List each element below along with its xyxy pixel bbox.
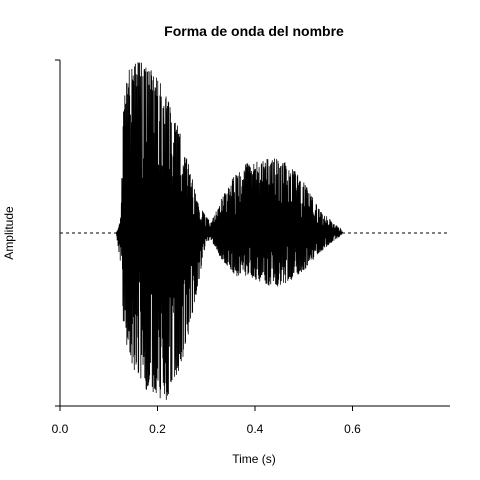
x-axis-label: Time (s)	[232, 452, 276, 466]
y-axis-label: Amplitude	[2, 206, 16, 260]
waveform-series	[115, 62, 344, 400]
waveform-line	[115, 62, 344, 400]
x-tick-label-2: 0.4	[247, 422, 264, 436]
y-axis-ticks	[55, 59, 60, 407]
x-axis-ticks: 0.0 0.2 0.4 0.6	[52, 406, 361, 436]
x-tick-label-3: 0.6	[344, 422, 361, 436]
x-tick-label-0: 0.0	[52, 422, 69, 436]
x-tick-label-1: 0.2	[149, 422, 166, 436]
chart-title: Forma de onda del nombre	[164, 23, 344, 39]
